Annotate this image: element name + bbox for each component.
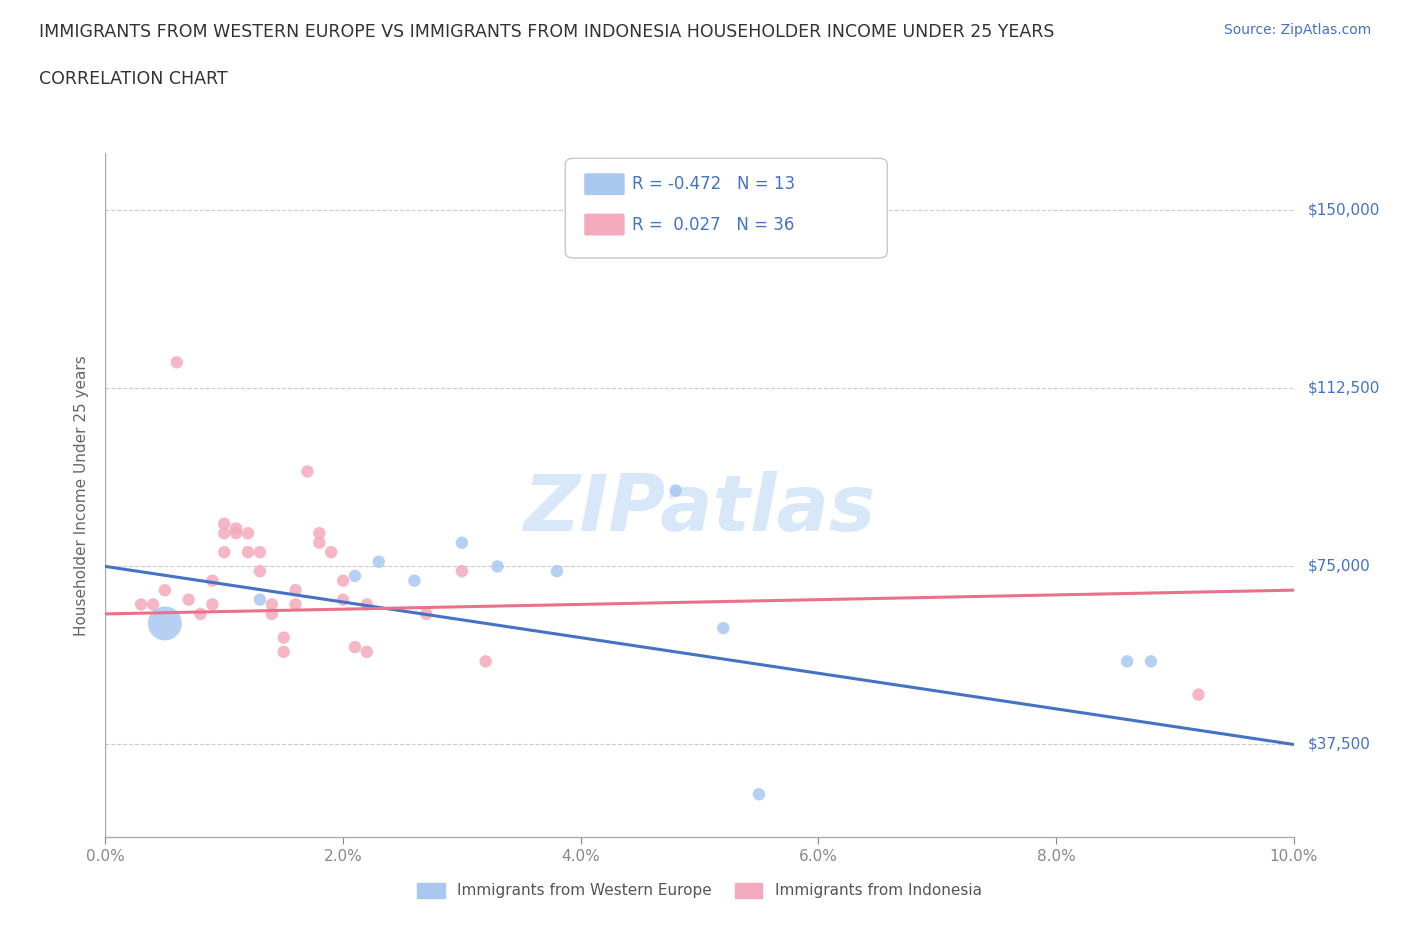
Point [214, 525, 236, 540]
Point [260, 606, 283, 621]
Point [332, 592, 354, 607]
Y-axis label: Householder Income Under 25 years: Householder Income Under 25 years [75, 355, 90, 635]
Point [343, 640, 366, 655]
Point [297, 464, 319, 479]
Point [190, 606, 212, 621]
Point [260, 597, 283, 612]
Point [177, 592, 200, 607]
Point [415, 606, 437, 621]
Point [142, 597, 165, 612]
Point [153, 583, 176, 598]
Point [284, 597, 307, 612]
Point [249, 564, 271, 578]
Text: R = -0.472   N = 13: R = -0.472 N = 13 [631, 175, 794, 193]
Text: R =  0.027   N = 36: R = 0.027 N = 36 [631, 216, 794, 233]
Point [332, 573, 354, 588]
Point [321, 545, 343, 560]
Text: $75,000: $75,000 [1308, 559, 1371, 574]
Point [404, 573, 426, 588]
Point [225, 525, 247, 540]
Point [450, 536, 472, 551]
Point [225, 521, 247, 536]
Text: $112,500: $112,500 [1308, 381, 1379, 396]
FancyBboxPatch shape [585, 173, 624, 195]
Text: IMMIGRANTS FROM WESTERN EUROPE VS IMMIGRANTS FROM INDONESIA HOUSEHOLDER INCOME U: IMMIGRANTS FROM WESTERN EUROPE VS IMMIGR… [39, 23, 1054, 41]
Point [1116, 654, 1139, 669]
Point [356, 644, 378, 659]
Point [450, 564, 472, 578]
Point [214, 545, 236, 560]
Point [201, 573, 224, 588]
Point [711, 620, 734, 635]
Text: $37,500: $37,500 [1308, 737, 1371, 752]
Text: ZIPatlas: ZIPatlas [523, 471, 876, 547]
FancyBboxPatch shape [565, 158, 887, 258]
Point [356, 597, 378, 612]
Point [201, 597, 224, 612]
Text: $150,000: $150,000 [1308, 203, 1379, 218]
Point [748, 787, 770, 802]
Point [236, 525, 259, 540]
Point [153, 616, 176, 631]
Point [474, 654, 496, 669]
Point [343, 568, 366, 583]
Point [236, 545, 259, 560]
Text: CORRELATION CHART: CORRELATION CHART [39, 70, 228, 87]
Point [249, 592, 271, 607]
Point [486, 559, 509, 574]
Point [214, 516, 236, 531]
Point [1140, 654, 1163, 669]
Point [308, 525, 330, 540]
Point [1187, 687, 1209, 702]
Point [249, 545, 271, 560]
Legend: Immigrants from Western Europe, Immigrants from Indonesia: Immigrants from Western Europe, Immigran… [412, 877, 987, 905]
FancyBboxPatch shape [585, 214, 624, 235]
Point [273, 631, 295, 645]
Text: Source: ZipAtlas.com: Source: ZipAtlas.com [1223, 23, 1371, 37]
Point [367, 554, 389, 569]
Point [665, 483, 688, 498]
Point [129, 597, 152, 612]
Point [273, 644, 295, 659]
Point [284, 583, 307, 598]
Point [308, 536, 330, 551]
Point [166, 355, 188, 370]
Point [546, 564, 568, 578]
